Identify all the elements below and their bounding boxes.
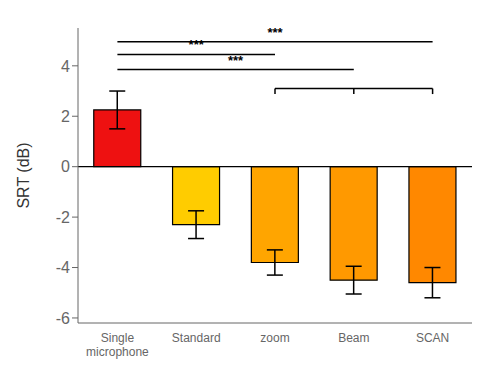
svg-text:0: 0 — [61, 158, 70, 175]
svg-text:Beam: Beam — [338, 331, 369, 345]
svg-text:SCAN: SCAN — [416, 331, 449, 345]
svg-text:***: *** — [228, 53, 244, 68]
svg-text:***: *** — [267, 25, 283, 40]
svg-text:2: 2 — [61, 108, 70, 125]
svg-text:-4: -4 — [56, 259, 70, 276]
svg-text:Standard: Standard — [172, 331, 221, 345]
svg-text:-2: -2 — [56, 209, 70, 226]
svg-text:SRT (dB): SRT (dB) — [15, 142, 32, 208]
svg-text:zoom: zoom — [260, 331, 289, 345]
svg-text:4: 4 — [61, 58, 70, 75]
svg-text:Singlemicrophone: Singlemicrophone — [86, 331, 149, 359]
svg-text:***: *** — [189, 37, 205, 52]
svg-text:-6: -6 — [56, 310, 70, 327]
